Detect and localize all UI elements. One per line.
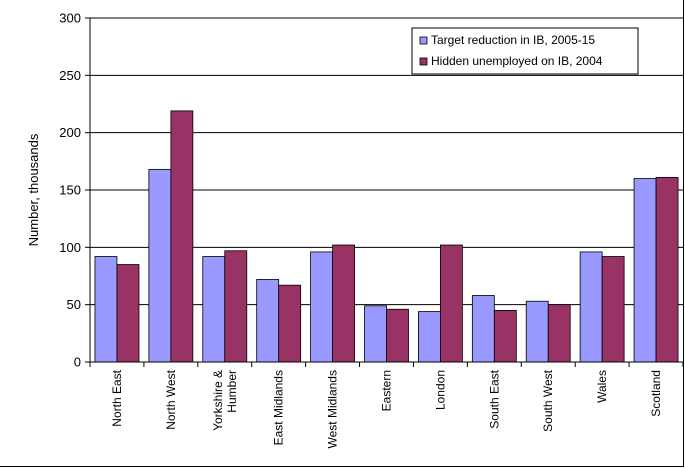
x-tick-label: Eastern: [380, 370, 394, 411]
bar-target-9: [579, 251, 603, 363]
x-tick-label: East Midlands: [272, 370, 286, 445]
bar-target-5: [364, 305, 387, 363]
bar-hidden-5: [386, 308, 409, 363]
y-tick-label: 0: [74, 355, 81, 370]
bar-hidden-0: [116, 264, 140, 363]
bar-hidden-10: [655, 176, 679, 363]
y-axis-label: Number, thousands: [26, 133, 41, 246]
x-tick-label: West Midlands: [326, 370, 340, 448]
x-tick-label: Yorkshire &: [211, 370, 225, 431]
bar-hidden-4: [332, 244, 355, 363]
y-tick-label: 150: [59, 183, 81, 198]
legend-swatch-hidden: [419, 57, 428, 66]
legend-label-target: Target reduction in IB, 2005-15: [431, 33, 595, 47]
bar-hidden-9: [601, 256, 625, 363]
bar-target-6: [418, 311, 441, 363]
x-tick-labels: North East North West Yorkshire & Humber Eas…: [110, 369, 663, 448]
x-tick-label: London: [433, 370, 447, 410]
y-tick-label: 100: [59, 240, 81, 255]
bar-target-1: [148, 168, 172, 363]
x-tick-label: North East: [110, 369, 124, 426]
x-tick-label: South West: [541, 369, 555, 431]
bar-hidden-8: [547, 304, 571, 363]
legend: Target reduction in IB, 2005-15 Hidden u…: [411, 27, 639, 75]
x-tick-label: Humber: [225, 370, 239, 413]
bar-target-3: [256, 279, 280, 363]
bar-target-10: [633, 178, 657, 363]
y-tick-label: 250: [59, 68, 81, 83]
bar-target-8: [525, 300, 549, 363]
bar-hidden-1: [170, 110, 194, 363]
bar-hidden-7: [493, 309, 517, 363]
bar-hidden-6: [440, 244, 463, 363]
legend-box: [411, 27, 639, 75]
y-tick-label: 50: [67, 297, 81, 312]
bar-target-0: [94, 256, 118, 363]
x-tick-label: North West: [164, 369, 178, 429]
bars: [94, 110, 679, 363]
bar-hidden-2: [224, 250, 248, 363]
bar-target-2: [202, 256, 226, 363]
bar-target-7: [471, 295, 495, 363]
legend-swatch-target: [419, 36, 428, 45]
x-tick-label: South East: [487, 369, 501, 428]
bar-hidden-3: [278, 284, 302, 363]
x-tick-label: Wales: [595, 370, 609, 403]
x-tick-label: Scotland: [649, 370, 663, 417]
bar-target-4: [310, 251, 333, 363]
y-tick-label: 300: [59, 11, 81, 26]
y-tick-label: 200: [59, 125, 81, 140]
y-tick-labels: 0 50 100 150 200 250 300: [59, 11, 90, 370]
legend-label-hidden: Hidden unemployed on IB, 2004: [431, 54, 603, 68]
